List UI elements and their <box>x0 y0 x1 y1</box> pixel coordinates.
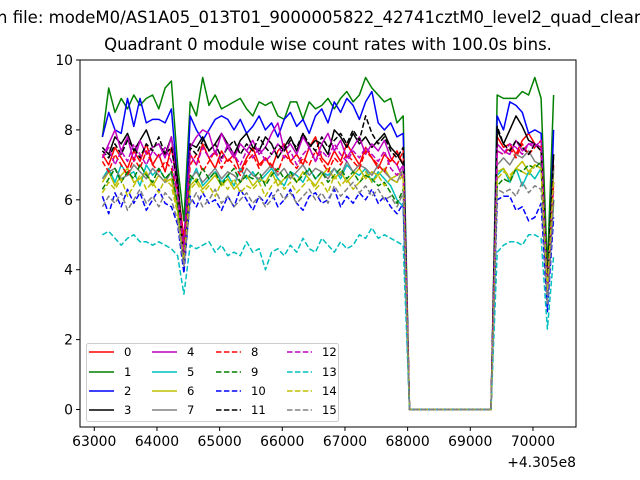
legend-label: 5 <box>187 365 194 379</box>
y-tick-label: 6 <box>64 193 73 209</box>
legend-label: 1 <box>124 365 131 379</box>
series-lines <box>101 76 555 411</box>
legend-label: 8 <box>251 345 258 359</box>
series-line-9 <box>101 160 555 411</box>
legend-label: 11 <box>251 403 266 417</box>
x-tick-label: 66000 <box>260 434 304 450</box>
legend-label: 12 <box>322 345 337 359</box>
axes-frame <box>79 59 577 428</box>
x-tick-label: 65000 <box>198 434 242 450</box>
y-tick-label: 8 <box>64 123 73 139</box>
series-line-15 <box>101 181 555 411</box>
y-tick-label: 10 <box>55 53 73 69</box>
x-tick-label: 70000 <box>511 434 555 450</box>
legend-label: 2 <box>124 384 131 398</box>
x-tick-label: 68000 <box>386 434 430 450</box>
legend-label: 14 <box>322 384 337 398</box>
legend-label: 10 <box>251 384 266 398</box>
legend-label: 13 <box>322 365 337 379</box>
legend-label: 6 <box>187 384 194 398</box>
legend-box <box>86 343 339 422</box>
legend-label: 15 <box>322 403 337 417</box>
x-tick-label: 64000 <box>135 434 179 450</box>
legend-label: 0 <box>124 345 131 359</box>
axis-ticks: 63000 64000 65000 66000 67000 68000 69000 70000… <box>55 53 555 450</box>
x-offset-label: +4.305e8 <box>507 455 576 471</box>
legend-label: 9 <box>251 365 258 379</box>
y-tick-label: 4 <box>64 263 73 279</box>
series-line-10 <box>101 188 555 411</box>
x-tick-label: 67000 <box>323 434 367 450</box>
y-tick-label: 0 <box>64 403 73 419</box>
x-tick-label: 69000 <box>448 434 492 450</box>
chart-title: Quadrant 0 module wise count rates with … <box>104 35 552 54</box>
legend-label: 7 <box>187 403 194 417</box>
legend-label: 4 <box>187 345 194 359</box>
x-tick-label: 63000 <box>72 434 116 450</box>
y-tick-label: 2 <box>64 333 73 349</box>
legend-label: 3 <box>124 403 131 417</box>
figure-suptitle: n file: modeM0/AS1A05_013T01_9000005822_… <box>0 8 640 28</box>
